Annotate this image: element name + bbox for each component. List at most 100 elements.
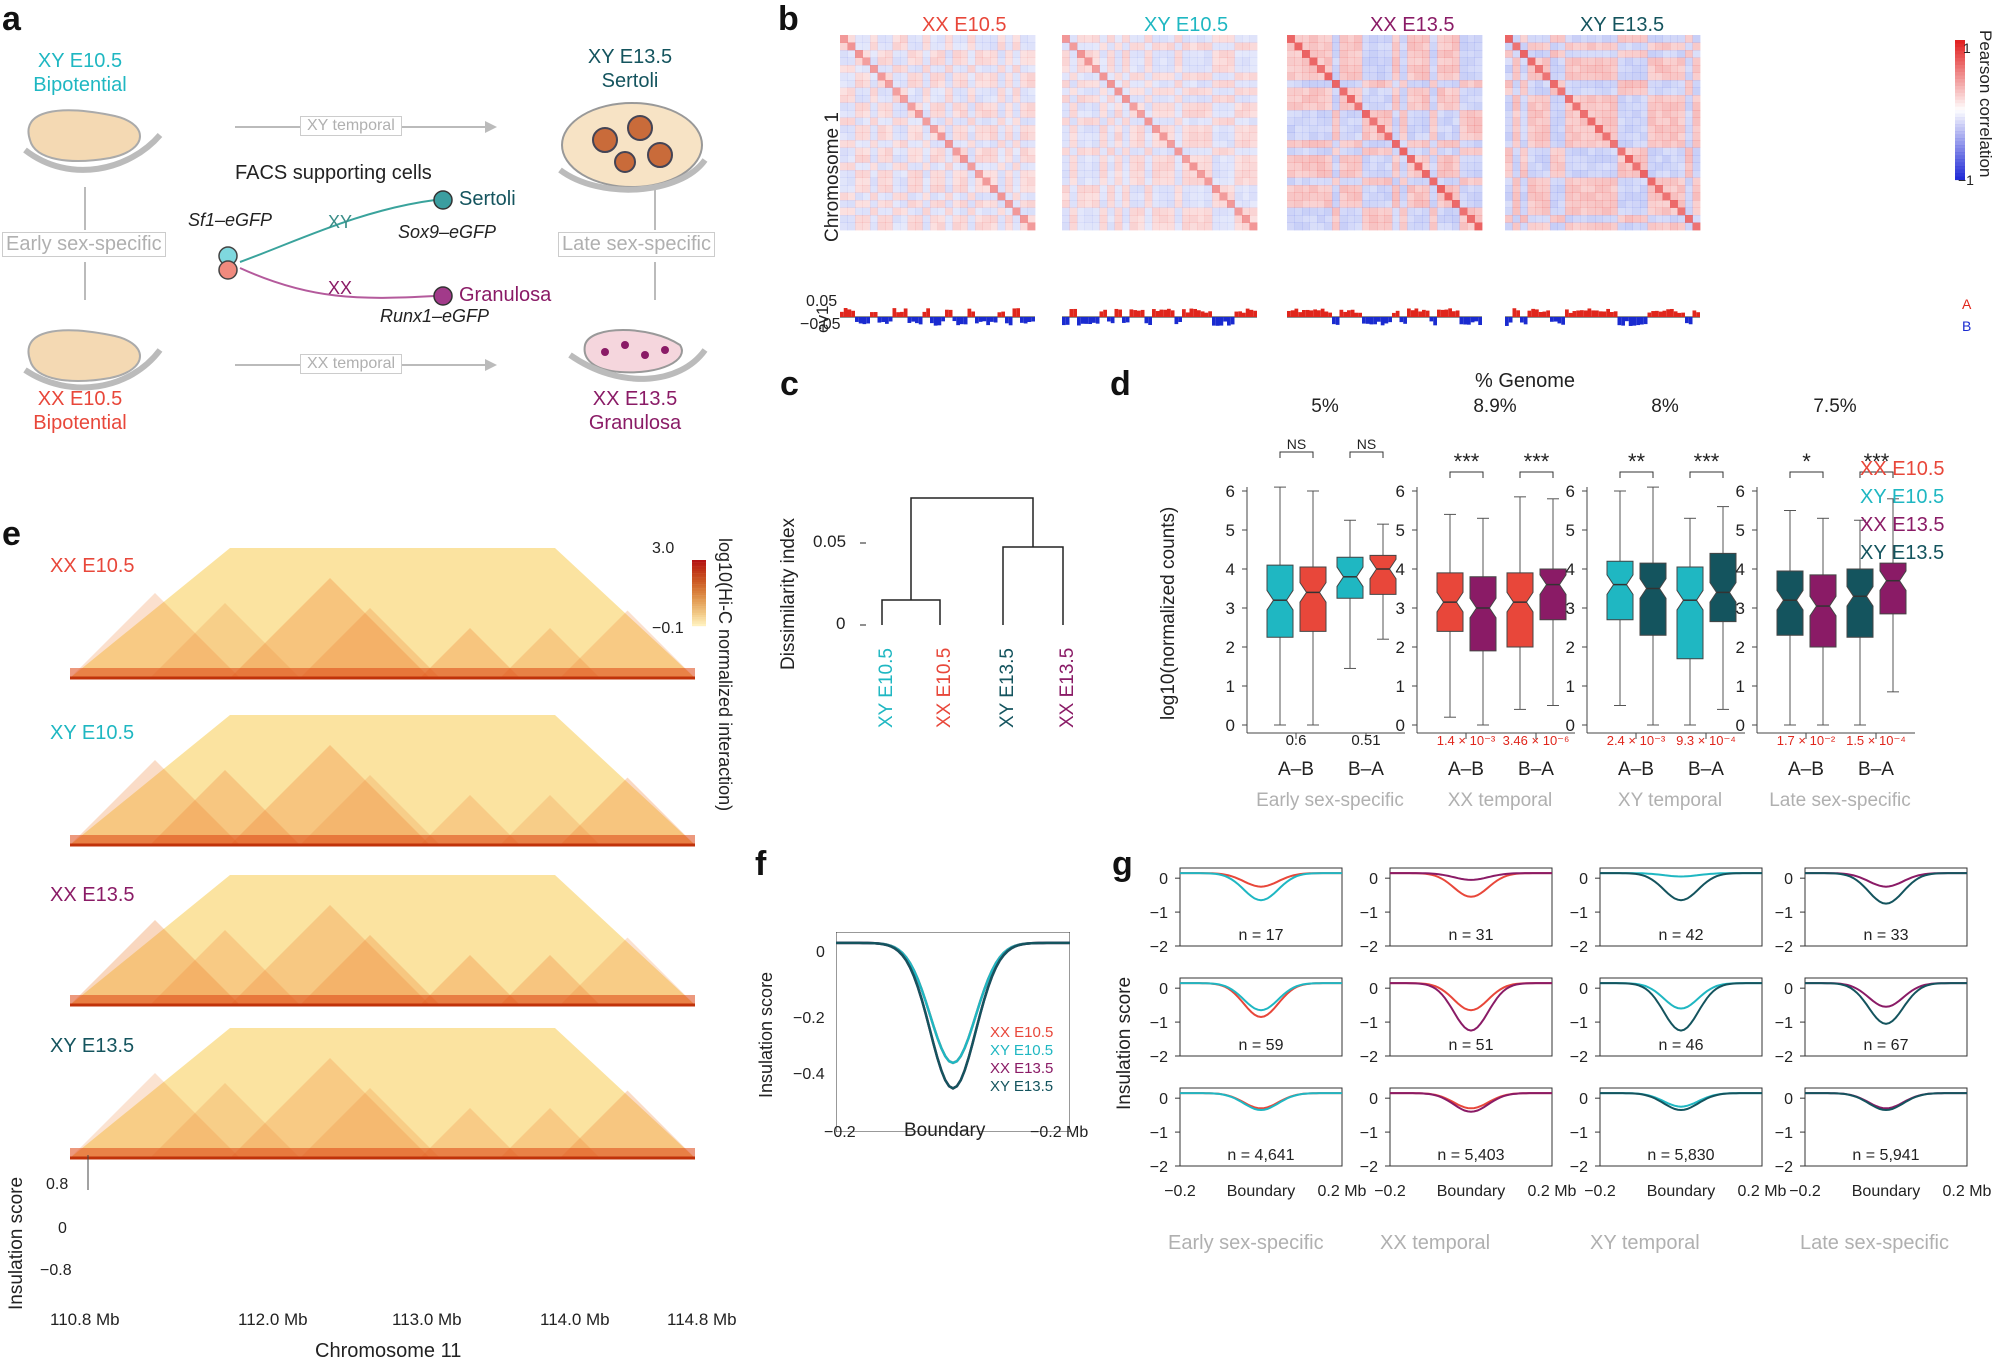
g-x-right: 0.2 Mb [1528, 1183, 1577, 1200]
ins-axes [87, 1155, 89, 1190]
d-xlabel: B–A [1348, 759, 1384, 780]
box [1846, 568, 1874, 638]
box [1539, 568, 1567, 621]
g-ytick: −1 [1775, 1015, 1793, 1032]
f-ytick-1: −0.2 [793, 1010, 825, 1027]
c-ylabel: Dissimilarity index [778, 517, 799, 670]
g-ytick: 0 [1369, 981, 1378, 998]
e-ytick-3: −0.8 [40, 1262, 72, 1279]
p-value: 0.6 [1286, 732, 1307, 749]
box [1879, 562, 1907, 615]
sig-label: * [1802, 449, 1811, 474]
insulation-subplot: 0 −1 −2 n = 5,830 −0.2 Boundary 0.2 Mb [1570, 1087, 1787, 1200]
g-x-mid: Boundary [1437, 1183, 1506, 1200]
xx-lineage-curve [239, 267, 436, 299]
d-ytick: 5 [1396, 521, 1405, 540]
insulation-line [1805, 1092, 1967, 1112]
insulation-subplot: 0 −1 −2 n = 5,403 −0.2 Boundary 0.2 Mb [1360, 1087, 1577, 1200]
g-ytick: −2 [1775, 939, 1793, 956]
d-ytick: 4 [1566, 560, 1575, 579]
insulation-line [1600, 982, 1762, 1032]
g-ytick: 0 [1159, 1091, 1168, 1108]
d-xlabel: B–A [1518, 759, 1554, 780]
d-ytick: 1 [1736, 677, 1745, 696]
n-value: n = 5,403 [1437, 1147, 1504, 1164]
d-ytick: 6 [1736, 482, 1745, 501]
ev1-track [1062, 308, 1257, 326]
xx105-sub: Bipotential [33, 412, 127, 434]
c-tick-lo: 0 [836, 614, 846, 633]
runx1-label: Runx1–eGFP [380, 306, 490, 326]
g-ytick: −1 [1775, 905, 1793, 922]
insulation-line [1390, 1092, 1552, 1113]
panel-label-c: c [780, 365, 799, 403]
d-title: % Genome [1475, 370, 1576, 392]
d-ytick: 0 [1226, 716, 1235, 735]
box [1469, 576, 1497, 652]
series-line [836, 941, 1070, 1090]
panel-label-d: d [1110, 365, 1131, 403]
d-ytick: 0 [1566, 716, 1575, 735]
g-x-left: −0.2 [1374, 1183, 1406, 1200]
ev1-track [840, 308, 1035, 326]
sig-bracket [1349, 451, 1384, 458]
d-ytick: 1 [1396, 677, 1405, 696]
g-ytick: 0 [1579, 981, 1588, 998]
p-value: 1.7 × 10⁻² [1777, 733, 1836, 748]
dendrogram [860, 497, 1064, 626]
box [1369, 554, 1397, 595]
insulation-line [1180, 1092, 1342, 1112]
sertoli-label: Sertoli [459, 188, 516, 210]
box [1709, 552, 1737, 623]
gonad-xy105 [23, 109, 163, 173]
g-col-late: Late sex-specific [1800, 1232, 1949, 1254]
p-value: 3.46 × 10⁻⁶ [1503, 733, 1570, 748]
d-ytick: 2 [1736, 638, 1745, 657]
xx135-sub: Granulosa [588, 412, 682, 434]
sig-label: *** [1454, 449, 1480, 474]
g-ytick: −2 [1150, 939, 1168, 956]
d-ytick: 3 [1736, 599, 1745, 618]
g-ytick: 0 [1784, 871, 1793, 888]
insulation-line [1390, 982, 1552, 1032]
g-ytick: −2 [1360, 1159, 1378, 1176]
d-ytick: 6 [1396, 482, 1405, 501]
d-legend-xy135: XY E13.5 [1860, 542, 1945, 564]
n-value: n = 51 [1449, 1037, 1494, 1054]
d-pct: 7.5% [1813, 396, 1856, 417]
xx-temporal-label: XX temporal [300, 354, 403, 374]
e-xtick-2: 112.0 Mb [238, 1310, 308, 1329]
e-xlabel: Chromosome 11 [315, 1340, 462, 1362]
d-xlabel: A–B [1618, 759, 1654, 780]
d-ytick: 0 [1396, 716, 1405, 735]
comp-b-label: B [1962, 318, 1972, 334]
gonad-xx105 [23, 329, 163, 391]
box [1506, 572, 1534, 648]
e-xtick-1: 110.8 Mb [50, 1310, 120, 1329]
g-ytick: 0 [1369, 871, 1378, 888]
insulation-line-chart [836, 932, 1070, 1132]
g-ytick: 0 [1159, 871, 1168, 888]
ev-hi: 0.05 [806, 293, 838, 310]
sig-bracket [1789, 471, 1824, 478]
xy105-label: XY E10.5 [37, 50, 123, 72]
d-ytick: 0 [1736, 716, 1745, 735]
d-ytick: 2 [1566, 638, 1575, 657]
late-sex-specific-label: Late sex-specific [558, 232, 715, 257]
hic-triangle [70, 548, 695, 680]
n-value: n = 31 [1449, 927, 1494, 944]
insulation-line [1805, 872, 1967, 905]
insulation-line [1805, 982, 1967, 1008]
insulation-line [1805, 1092, 1967, 1110]
e-xtick-5: 114.8 Mb [667, 1310, 737, 1329]
gonad-xx135 [568, 329, 708, 382]
e-label-xx135: XX E13.5 [50, 884, 135, 906]
g-ytick: −2 [1360, 1049, 1378, 1066]
box [1776, 570, 1804, 636]
hic-triangle [70, 715, 695, 847]
hic-triangle [70, 1028, 695, 1160]
panel-label-e: e [2, 515, 21, 553]
insulation-line [1600, 982, 1762, 1010]
